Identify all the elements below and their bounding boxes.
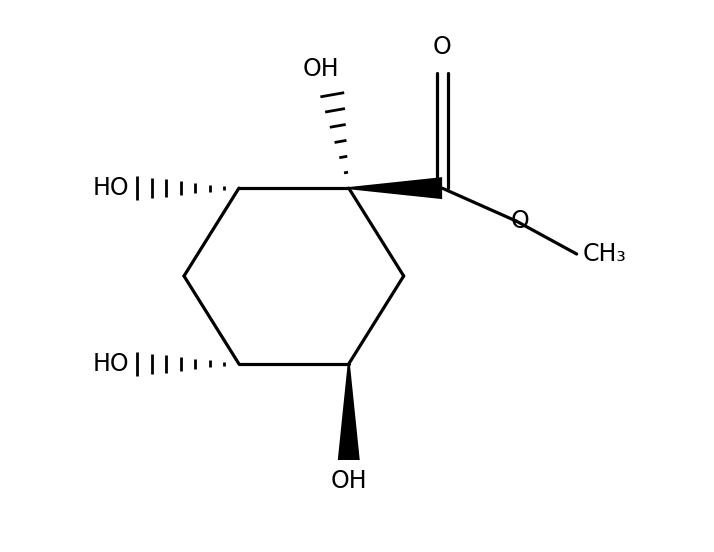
Text: OH: OH <box>303 57 340 81</box>
Text: HO: HO <box>92 352 129 376</box>
Polygon shape <box>348 177 442 199</box>
Text: O: O <box>511 209 530 233</box>
Text: O: O <box>433 35 451 59</box>
Polygon shape <box>338 364 360 460</box>
Text: CH₃: CH₃ <box>582 242 626 266</box>
Text: OH: OH <box>331 469 367 493</box>
Text: HO: HO <box>92 176 129 200</box>
